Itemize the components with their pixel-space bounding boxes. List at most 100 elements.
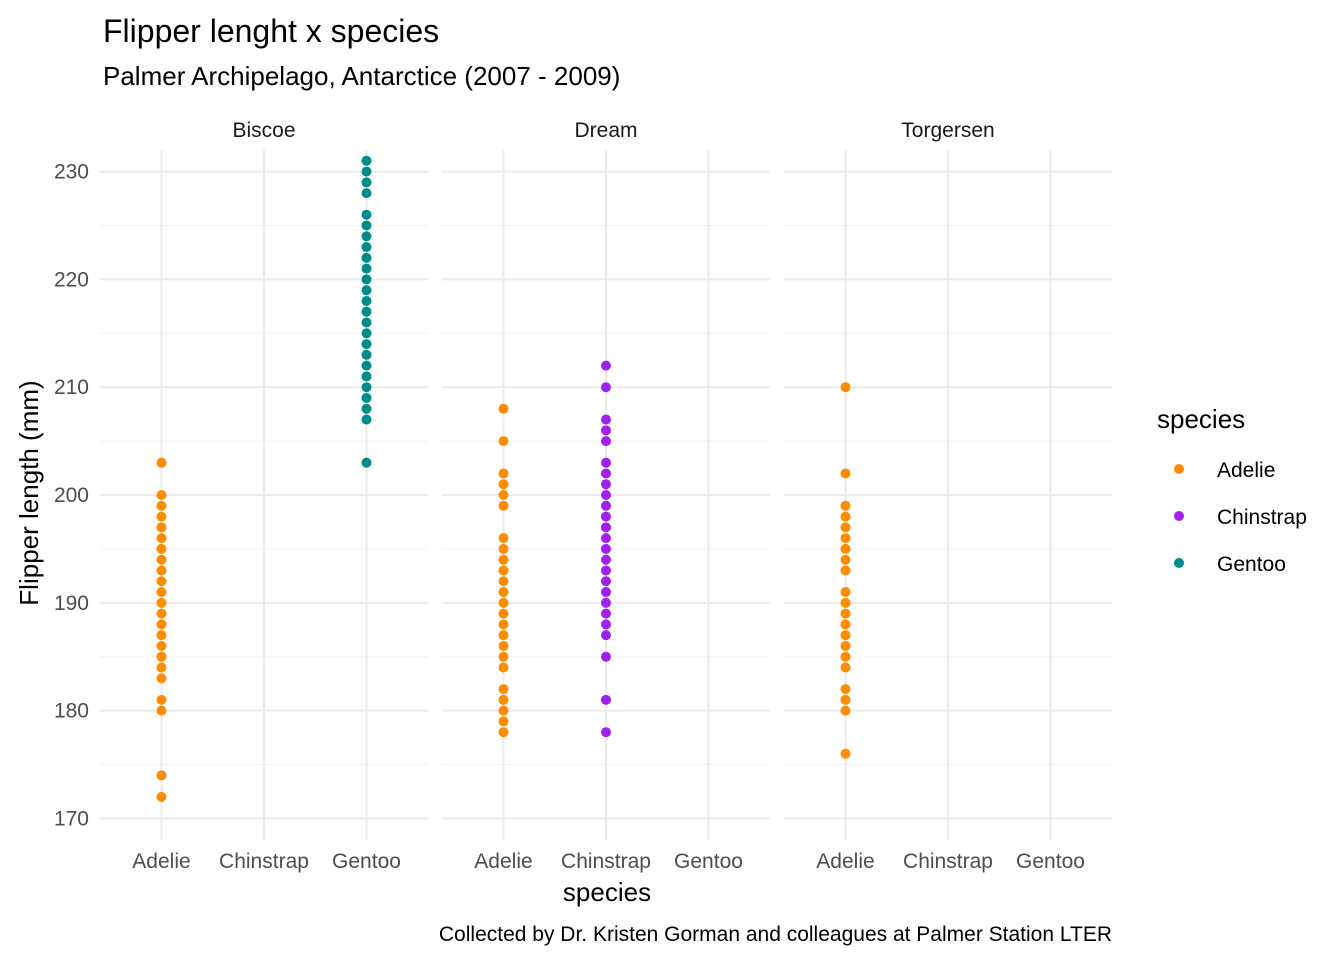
data-point-gentoo xyxy=(361,317,372,328)
data-point-chinstrap xyxy=(601,479,611,490)
data-point-chinstrap xyxy=(601,414,611,425)
data-point-gentoo xyxy=(361,252,372,263)
data-point-adelie xyxy=(840,587,851,598)
data-point-adelie xyxy=(840,597,851,608)
data-point-gentoo xyxy=(361,285,372,296)
data-point-gentoo xyxy=(361,263,372,274)
data-point-adelie xyxy=(498,479,509,490)
data-point-adelie xyxy=(156,705,167,716)
data-point-adelie xyxy=(156,673,167,684)
data-point-adelie xyxy=(156,651,167,662)
data-point-chinstrap xyxy=(601,500,611,511)
data-point-adelie xyxy=(498,468,509,479)
data-point-gentoo xyxy=(361,360,372,371)
data-point-chinstrap xyxy=(601,694,611,705)
data-point-adelie xyxy=(156,619,167,630)
data-point-chinstrap xyxy=(601,382,611,393)
data-point-adelie xyxy=(498,436,509,447)
y-tick-label: 170 xyxy=(54,807,89,830)
data-point-adelie xyxy=(840,565,851,576)
data-point-adelie xyxy=(156,543,167,554)
data-point-gentoo xyxy=(361,306,372,317)
data-point-adelie xyxy=(840,554,851,565)
x-tick-label: Gentoo xyxy=(332,850,401,873)
data-point-adelie xyxy=(840,630,851,641)
data-point-chinstrap xyxy=(601,543,611,554)
x-axis-title: species xyxy=(563,877,651,907)
y-tick-label: 220 xyxy=(54,268,89,291)
data-point-chinstrap xyxy=(601,597,611,608)
data-point-adelie xyxy=(498,640,509,651)
chart-subtitle: Palmer Archipelago, Antarctice (2007 - 2… xyxy=(103,61,620,91)
data-point-gentoo xyxy=(361,177,372,188)
data-point-adelie xyxy=(840,748,851,759)
data-point-adelie xyxy=(498,587,509,598)
legend-key-adelie xyxy=(1174,464,1184,474)
data-point-chinstrap xyxy=(601,565,611,576)
data-point-adelie xyxy=(840,500,851,511)
y-tick-label: 200 xyxy=(54,484,89,507)
data-point-adelie xyxy=(498,490,509,500)
data-point-adelie xyxy=(498,608,509,619)
data-point-gentoo xyxy=(361,155,372,166)
y-axis-title: Flipper length (mm) xyxy=(14,380,44,605)
data-point-adelie xyxy=(156,533,167,544)
data-point-adelie xyxy=(840,522,851,533)
data-point-adelie xyxy=(498,716,509,727)
data-point-adelie xyxy=(840,705,851,716)
data-point-chinstrap xyxy=(601,576,611,587)
data-point-gentoo xyxy=(361,339,372,350)
data-point-adelie xyxy=(498,554,509,565)
data-point-gentoo xyxy=(361,403,372,414)
facet-strip-label: Torgersen xyxy=(901,119,994,142)
data-point-adelie xyxy=(498,403,509,414)
data-point-gentoo xyxy=(361,242,372,253)
data-point-adelie xyxy=(840,684,851,695)
data-point-adelie xyxy=(156,565,167,576)
data-point-gentoo xyxy=(361,220,372,231)
data-point-adelie xyxy=(156,597,167,608)
legend-label-gentoo: Gentoo xyxy=(1217,553,1286,576)
data-point-chinstrap xyxy=(601,651,611,662)
data-point-adelie xyxy=(156,500,167,511)
data-point-adelie xyxy=(840,543,851,554)
x-tick-label: Chinstrap xyxy=(219,850,309,873)
data-point-adelie xyxy=(156,770,167,781)
data-point-chinstrap xyxy=(601,360,611,371)
data-point-chinstrap xyxy=(601,587,611,598)
facet-panels: Adelie Chinstrap Gentoo Biscoe Adelie Chinstr… xyxy=(100,119,1112,873)
data-point-adelie xyxy=(156,490,167,500)
x-tick-label: Chinstrap xyxy=(903,850,993,873)
x-tick-label: Adelie xyxy=(474,850,532,873)
data-point-gentoo xyxy=(361,414,372,425)
data-point-adelie xyxy=(498,651,509,662)
data-point-chinstrap xyxy=(601,608,611,619)
data-point-adelie xyxy=(498,619,509,630)
data-point-adelie xyxy=(498,533,509,544)
data-point-gentoo xyxy=(361,295,372,306)
data-point-adelie xyxy=(498,576,509,587)
legend-key-chinstrap xyxy=(1174,511,1184,521)
data-point-gentoo xyxy=(361,274,372,285)
legend-key-gentoo xyxy=(1174,558,1184,568)
data-point-gentoo xyxy=(361,209,372,220)
data-point-gentoo xyxy=(361,188,372,199)
x-tick-label: Chinstrap xyxy=(561,850,651,873)
data-point-adelie xyxy=(156,576,167,587)
data-point-adelie xyxy=(156,694,167,705)
facet-strip-label: Biscoe xyxy=(232,119,295,142)
data-point-adelie xyxy=(840,694,851,705)
data-point-adelie xyxy=(156,511,167,522)
data-point-chinstrap xyxy=(601,619,611,630)
data-point-gentoo xyxy=(361,457,372,468)
data-point-chinstrap xyxy=(601,468,611,479)
data-point-gentoo xyxy=(361,328,372,339)
data-point-gentoo xyxy=(361,392,372,403)
data-point-adelie xyxy=(156,554,167,565)
y-axis-ticks: 170 180 190 200 210 220 230 xyxy=(54,161,89,831)
chart-caption: Collected by Dr. Kristen Gorman and coll… xyxy=(439,923,1112,946)
data-point-adelie xyxy=(840,640,851,651)
data-point-adelie xyxy=(498,597,509,608)
data-point-gentoo xyxy=(361,371,372,382)
facet-panel-dream: Adelie Chinstrap Gentoo Dream xyxy=(442,119,770,873)
